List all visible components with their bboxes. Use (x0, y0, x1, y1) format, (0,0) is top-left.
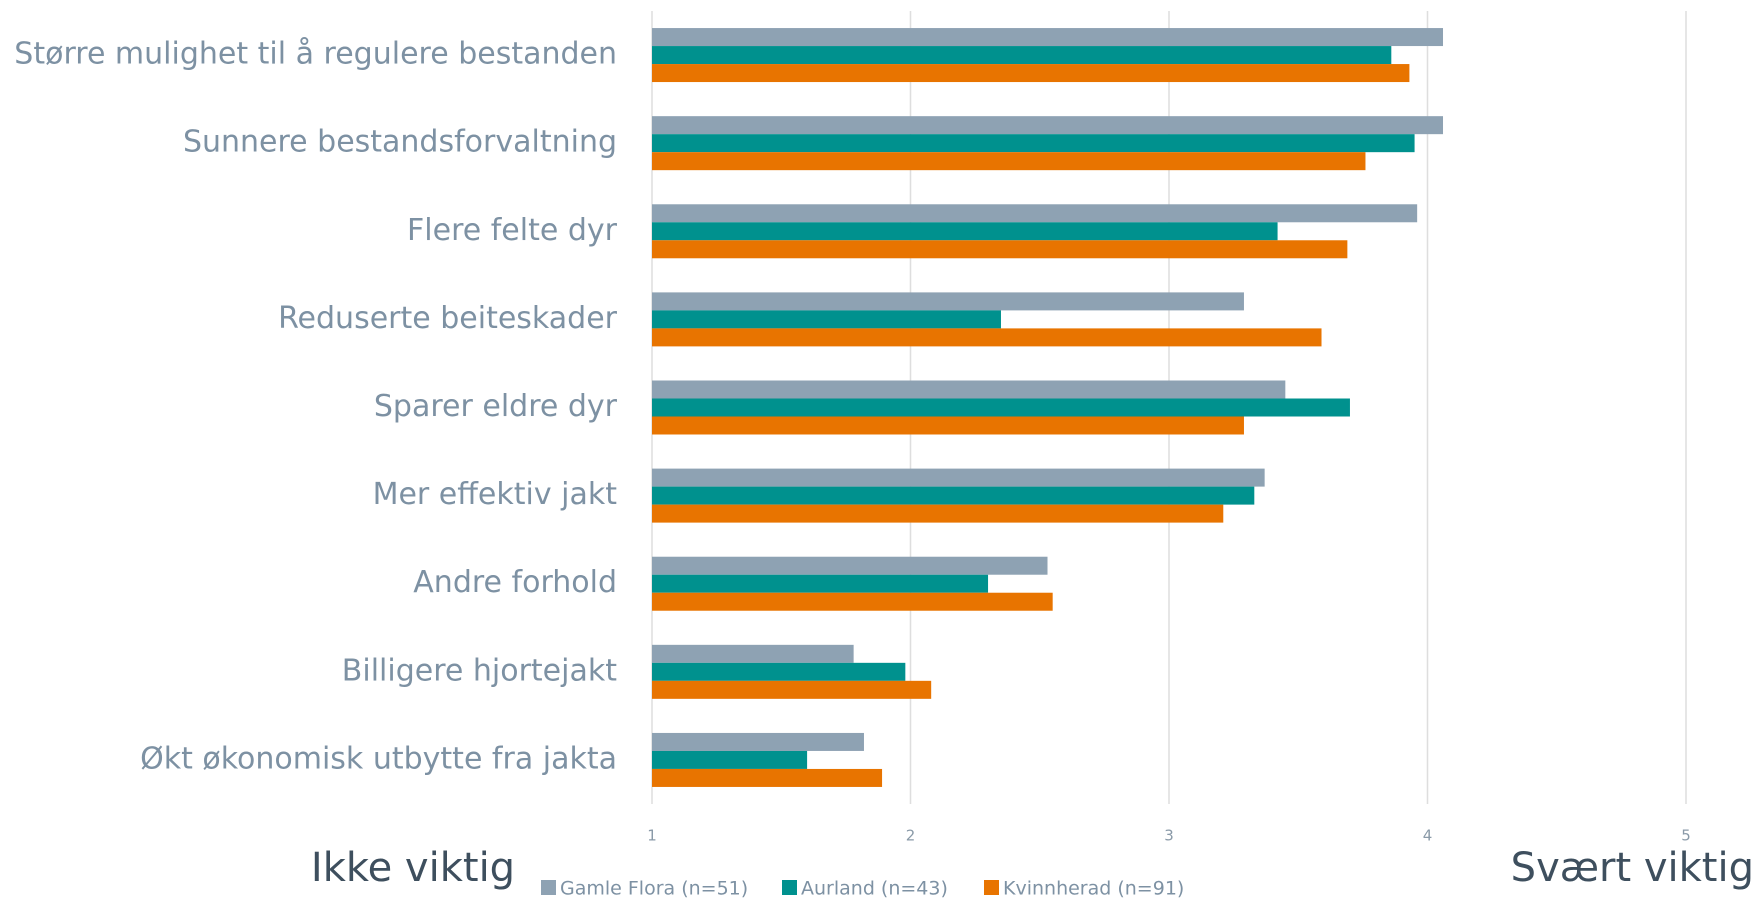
bar (652, 574, 989, 593)
x-tick-label: 1 (647, 827, 657, 845)
high-annotation: Svært viktig (1511, 845, 1754, 891)
category-label: Sunnere bestandsforvaltning (183, 125, 617, 160)
category-label: Andre forhold (413, 565, 617, 600)
category-label: Større mulighet til å regulere bestanden (14, 37, 617, 72)
bar (652, 64, 1410, 83)
bar (652, 328, 1322, 347)
legend-label: Aurland (n=43) (801, 878, 948, 900)
bar (652, 134, 1415, 153)
category-label: Flere felte dyr (407, 213, 618, 248)
bar (652, 768, 883, 787)
bar (652, 504, 1224, 523)
bar (652, 380, 1286, 399)
legend-swatch (541, 880, 556, 895)
bar (652, 680, 932, 699)
category-label: Økt økonomisk utbytte fra jakta (140, 741, 617, 776)
legend-swatch (984, 880, 999, 895)
x-tick-label: 3 (1164, 827, 1174, 845)
bar (652, 204, 1418, 223)
bar (652, 222, 1278, 241)
bar (652, 152, 1366, 171)
bar (652, 116, 1444, 135)
bar (652, 662, 906, 681)
bar (652, 292, 1244, 311)
x-tick-label: 4 (1423, 827, 1433, 845)
x-tick-label: 5 (1681, 827, 1691, 845)
bar (652, 486, 1255, 505)
bar (652, 28, 1444, 47)
category-label: Sparer eldre dyr (374, 389, 618, 424)
category-label: Reduserte beiteskader (278, 301, 618, 336)
bar (652, 416, 1244, 435)
bar (652, 644, 854, 663)
legend-label: Kvinnherad (n=91) (1003, 878, 1184, 900)
bar (652, 398, 1350, 417)
bar (652, 46, 1392, 65)
bar (652, 310, 1001, 329)
bar (652, 592, 1053, 611)
legend-label: Gamle Flora (n=51) (560, 878, 748, 900)
bar (652, 468, 1265, 487)
low-annotation: Ikke viktig (311, 845, 515, 891)
legend-swatch (782, 880, 797, 895)
bar (652, 750, 808, 769)
bar (652, 732, 864, 751)
x-tick-label: 2 (906, 827, 916, 845)
category-label: Mer effektiv jakt (373, 477, 618, 512)
bar (652, 556, 1048, 575)
category-label: Billigere hjortejakt (342, 653, 617, 688)
bar (652, 240, 1348, 259)
